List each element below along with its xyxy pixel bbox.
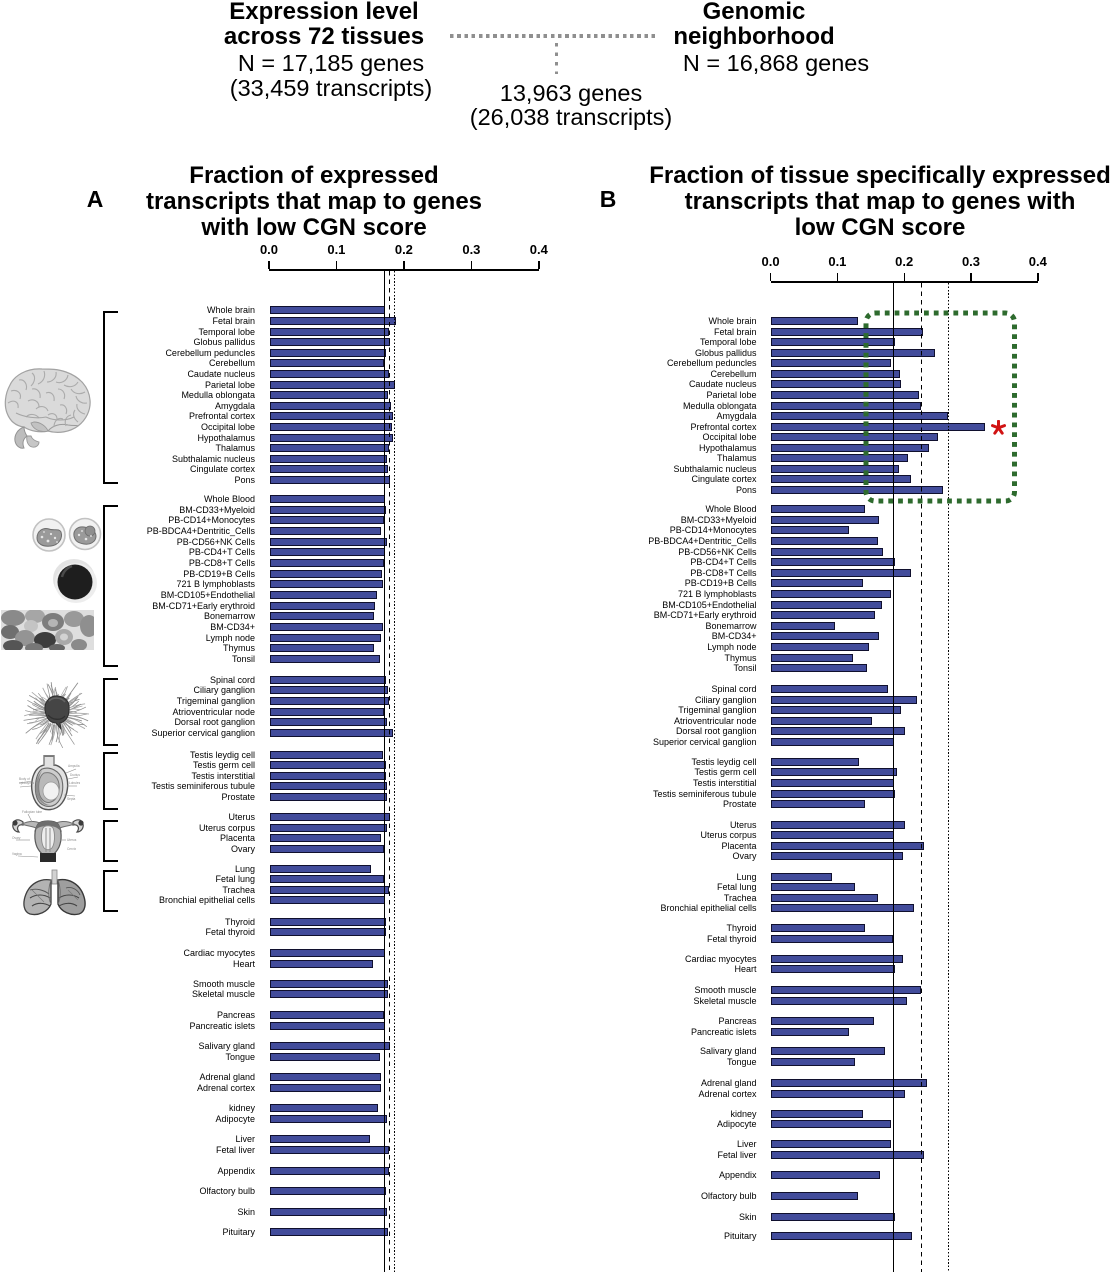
svg-text:Uterus: Uterus [67,838,77,842]
svg-text:epididymis: epididymis [19,781,34,785]
svg-text:Fallopian tube: Fallopian tube [22,810,42,814]
svg-text:Vagina: Vagina [12,852,22,856]
svg-text:Ampulla: Ampulla [68,764,80,768]
svg-text:Lobules: Lobules [69,781,80,785]
svg-text:Cervix: Cervix [67,847,76,851]
svg-text:Septa: Septa [67,797,76,801]
svg-text:Ovary: Ovary [12,836,21,840]
svg-text:Body of: Body of [19,777,30,781]
svg-text:Ductus: Ductus [70,773,80,777]
